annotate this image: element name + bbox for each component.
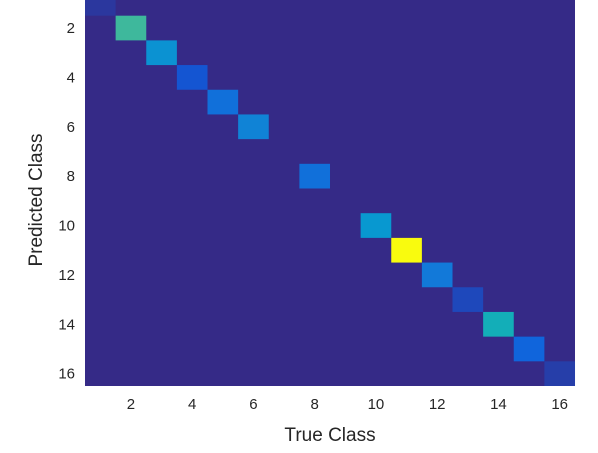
- y-tick-label: 6: [67, 119, 75, 136]
- heatmap-cell: [238, 114, 269, 140]
- heatmap-cell: [421, 262, 453, 288]
- plot-area: [85, 0, 576, 386]
- heatmap-cell: [85, 0, 116, 16]
- x-axis-ticks: 2 4 6 8 10 12 14 16: [127, 396, 568, 413]
- x-axis-label: True Class: [284, 425, 375, 446]
- heatmap-cell: [207, 89, 239, 115]
- heatmap-cell: [360, 213, 392, 238]
- heatmap-cell: [483, 311, 514, 337]
- x-tick-label: 4: [188, 396, 196, 413]
- x-tick-label: 6: [249, 396, 257, 413]
- y-tick-label: 4: [67, 69, 75, 86]
- x-tick-label: 8: [311, 396, 319, 413]
- y-axis-ticks: 2 4 6 8 10 12 14 16: [58, 20, 75, 383]
- heatmap-cell: [176, 65, 208, 90]
- y-tick-label: 2: [67, 20, 75, 37]
- heatmap-cell: [452, 287, 484, 312]
- x-tick-label: 10: [368, 396, 385, 413]
- y-tick-label: 14: [58, 316, 75, 333]
- heatmap-cell: [299, 163, 331, 189]
- heatmap-cell: [391, 237, 422, 263]
- x-tick-label: 12: [429, 396, 446, 413]
- y-tick-label: 8: [67, 168, 75, 185]
- heatmap-cell: [513, 336, 545, 362]
- y-axis-label: Predicted Class: [26, 133, 47, 266]
- x-tick-label: 16: [551, 396, 568, 413]
- y-tick-label: 12: [58, 267, 75, 284]
- x-tick-label: 2: [127, 396, 135, 413]
- y-tick-label: 16: [58, 366, 75, 383]
- y-tick-label: 10: [58, 218, 75, 235]
- heatmap-cell: [544, 361, 576, 386]
- heatmap-cell: [115, 15, 147, 41]
- heatmap-cell: [146, 40, 177, 66]
- x-tick-label: 14: [490, 396, 507, 413]
